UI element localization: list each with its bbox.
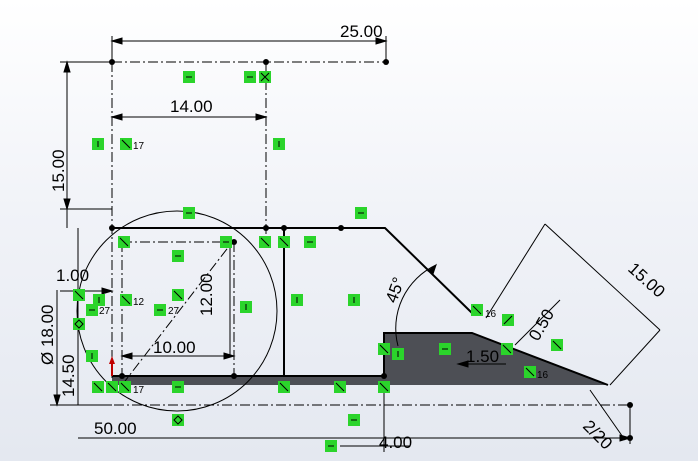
dimension-45-degrees[interactable]: 45° [382,275,409,306]
coincident-relation-icon[interactable] [172,289,184,301]
dimension-12[interactable]: 12.00 [197,273,216,316]
tangent-relation-icon[interactable] [73,318,85,330]
dimension-10[interactable]: 10.00 [153,338,196,357]
profile-outline [112,227,609,386]
vertical-relation-icon[interactable] [240,301,252,313]
horizontal-relation-icon[interactable] [183,71,195,83]
relation-icons [73,71,563,452]
dimension-15-vertical[interactable]: 15.00 [49,149,68,192]
coincident-relation-icon[interactable] [524,366,536,378]
coincident-relation-icon[interactable] [106,381,118,393]
horizontal-relation-icon[interactable] [183,207,195,219]
profile-top-edge[interactable] [112,227,473,314]
relation-number-12: 12 [133,297,145,308]
relation-number-27: 27 [99,306,111,317]
coincident-relation-icon[interactable] [378,343,390,355]
horizontal-relation-icon[interactable] [220,236,232,248]
dimension-diameter-18[interactable]: Ø 18.00 [38,305,57,366]
centerlines [60,61,630,406]
coincident-relation-icon[interactable] [551,339,563,351]
coincident-relation-icon[interactable] [119,381,131,393]
construction-circle[interactable] [76,210,278,412]
dimension-15-angled[interactable]: 15.00 [624,259,668,302]
tangent-relation-icon[interactable] [172,414,184,426]
relation-number-16: 16 [485,309,497,320]
relation-number-27: 27 [168,306,180,317]
coincident-relation-icon[interactable] [259,236,271,248]
horizontal-relation-icon[interactable] [154,304,166,316]
horizontal-relation-icon[interactable] [172,250,184,262]
dimension-2-20[interactable]: 2/20 [579,416,616,453]
dimension-25[interactable]: 25.00 [340,22,383,41]
coincident-relation-icon[interactable] [120,138,132,150]
coincident-relation-icon[interactable] [92,381,104,393]
dimension-4[interactable]: 4.00 [379,433,412,452]
coincident-relation-icon[interactable] [278,381,290,393]
coincident-relation-icon[interactable] [118,236,130,248]
vertical-relation-icon[interactable] [93,294,105,306]
horizontal-relation-icon[interactable] [325,440,337,452]
coincident-relation-icon[interactable] [278,236,290,248]
horizontal-relation-icon[interactable] [348,414,360,426]
horizontal-relation-icon[interactable] [86,304,98,316]
dimension-1-5[interactable]: 1.50 [466,347,499,366]
relation-number-17: 17 [133,141,145,152]
vertical-relation-icon[interactable] [86,350,98,362]
origin-icon[interactable] [109,356,115,376]
horizontal-relation-icon[interactable] [439,343,451,355]
relation-number-17: 17 [133,385,145,396]
relation-number-16: 16 [537,370,549,381]
dimension-14-5[interactable]: 14.50 [59,354,78,397]
profile-step-edge[interactable] [112,332,609,386]
vertical-relation-icon[interactable] [291,294,303,306]
horizontal-relation-icon[interactable] [244,71,256,83]
dimension-14[interactable]: 14.00 [170,97,213,116]
coincident-relation-icon[interactable] [378,381,390,393]
coincident-relation-icon[interactable] [334,381,346,393]
dimension-50[interactable]: 50.00 [94,419,137,438]
dimension-1[interactable]: 1.00 [56,266,89,285]
dimension-0-5[interactable]: 0.50 [525,306,558,344]
sketch-points [109,59,633,441]
vertical-relation-icon[interactable] [92,138,104,150]
perpendicular-relation-icon[interactable] [502,314,514,326]
dimension-lines [50,36,661,452]
construction-diagonal[interactable] [121,244,231,386]
coincident-relation-icon[interactable] [501,343,513,355]
coincident-relation-icon[interactable] [259,71,271,83]
vertical-relation-icon[interactable] [273,138,285,150]
profile-fill [112,333,608,385]
horizontal-relation-icon[interactable] [172,381,184,393]
vertical-relation-icon[interactable] [348,294,360,306]
coincident-relation-icon[interactable] [120,294,132,306]
horizontal-relation-icon[interactable] [355,207,367,219]
vertical-relation-icon[interactable] [392,348,404,360]
horizontal-relation-icon[interactable] [304,236,316,248]
coincident-relation-icon[interactable] [471,304,483,316]
coincident-relation-icon[interactable] [73,289,85,301]
